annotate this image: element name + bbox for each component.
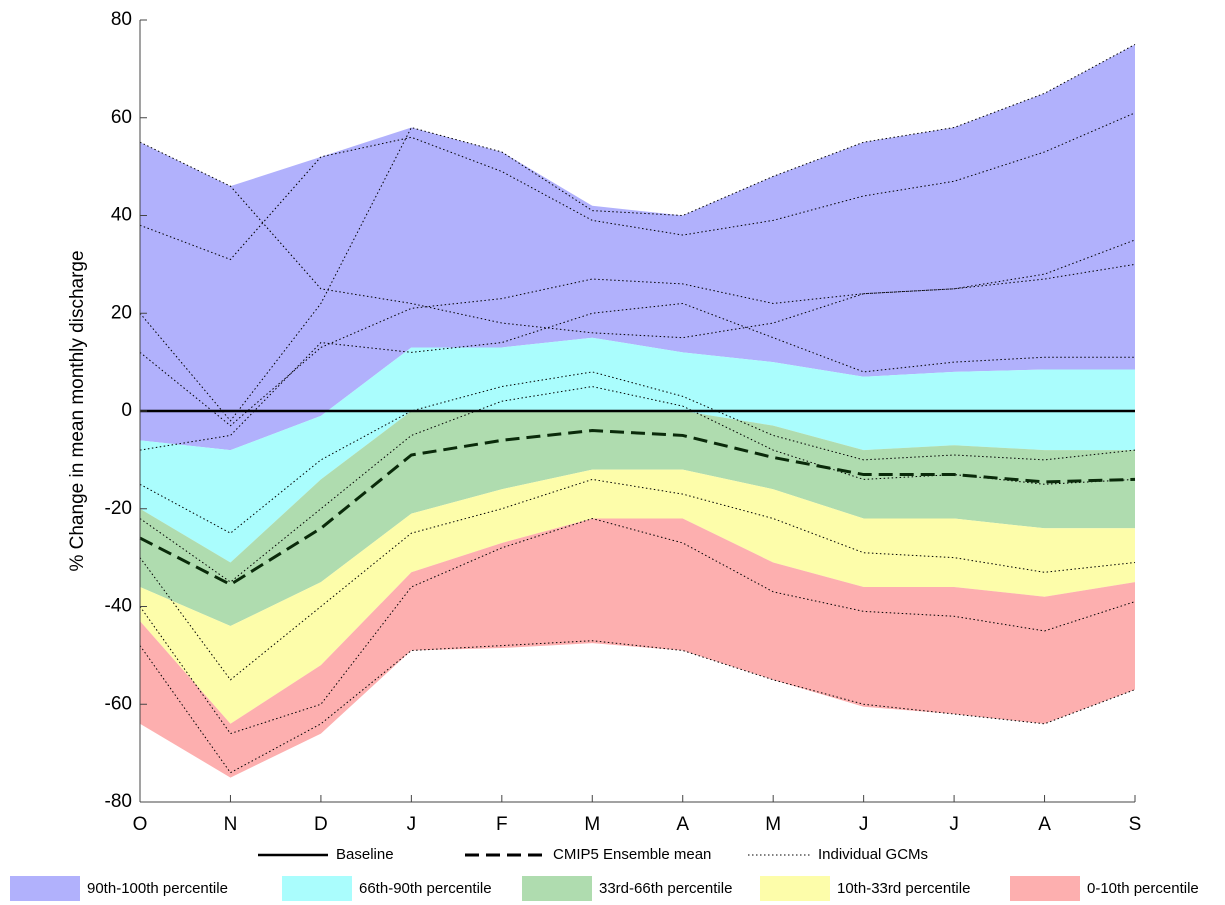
y-tick-label: -40	[105, 596, 132, 617]
x-tick-label: S	[1129, 814, 1142, 835]
y-tick-label: -20	[105, 498, 132, 519]
x-tick-label: J	[407, 814, 417, 835]
x-tick-label: J	[859, 814, 869, 835]
legend-label: 33rd-66th percentile	[599, 880, 732, 897]
gcm-line	[139, 43, 1136, 422]
legend-swatch	[522, 876, 592, 901]
y-tick-label: -80	[105, 791, 132, 812]
x-tick-label: J	[949, 814, 959, 835]
y-tick-label: 20	[111, 302, 132, 323]
y-tick-label: 60	[111, 107, 132, 128]
legend-label: Individual GCMs	[818, 846, 928, 863]
band	[140, 411, 1135, 627]
band	[140, 44, 1135, 451]
y-tick-label: -60	[105, 693, 132, 714]
x-tick-label: N	[224, 814, 238, 835]
legend-label: CMIP5 Ensemble mean	[553, 846, 711, 863]
x-tick-label: F	[496, 814, 508, 835]
y-tick-label: 0	[121, 400, 132, 421]
x-tick-label: A	[1038, 814, 1051, 835]
x-tick-label: O	[133, 814, 148, 835]
legend-label: 0-10th percentile	[1087, 880, 1199, 897]
x-tick-label: D	[314, 814, 328, 835]
legend-label: 66th-90th percentile	[359, 880, 492, 897]
y-axis-label: % Change in mean monthly discharge	[67, 250, 88, 571]
legend-label: 10th-33rd percentile	[837, 880, 970, 897]
gcm-line	[139, 239, 1136, 427]
gcm-line	[139, 478, 1136, 681]
legend-swatch	[282, 876, 352, 901]
band	[140, 518, 1135, 778]
band	[140, 337, 1135, 563]
ensemble-mean	[139, 429, 1136, 587]
legend-swatch	[1010, 876, 1080, 901]
legend-swatch	[10, 876, 80, 901]
gcm-line	[139, 302, 1135, 451]
x-tick-label: M	[765, 814, 781, 835]
y-tick-label: 40	[111, 205, 132, 226]
y-tick-label: 80	[111, 9, 132, 30]
band	[140, 469, 1135, 724]
x-tick-label: M	[584, 814, 600, 835]
legend-label: 90th-100th percentile	[87, 880, 228, 897]
legend-swatch	[760, 876, 830, 901]
x-tick-label: A	[676, 814, 689, 835]
legend-label: Baseline	[336, 846, 394, 863]
